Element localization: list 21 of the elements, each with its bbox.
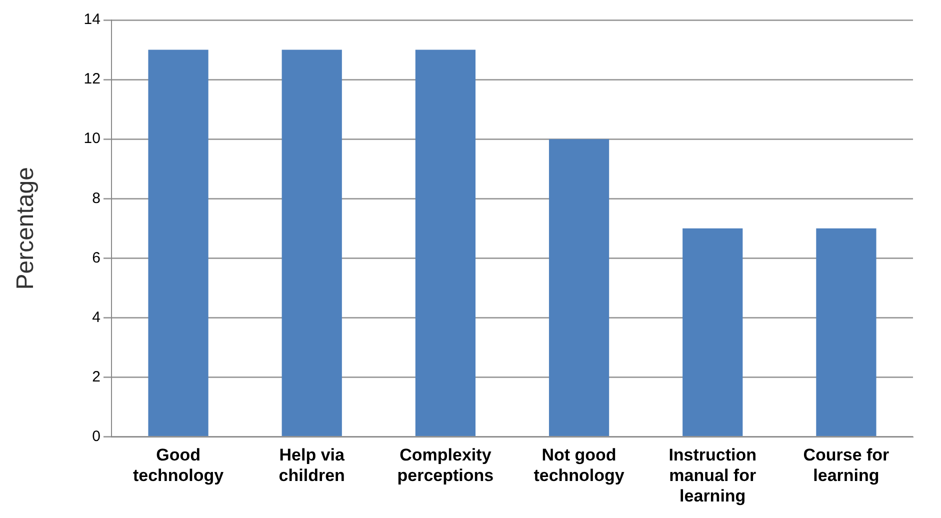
bar (415, 50, 476, 436)
x-tick-label: Complexity perceptions (397, 446, 494, 486)
x-tick-label: Not good technology (534, 446, 625, 486)
bar (148, 50, 208, 436)
y-axis-title: Percentage (12, 167, 40, 290)
x-tick-label: Help via children (278, 446, 345, 486)
y-tick-label: 0 (92, 428, 100, 445)
x-tick-label: Instruction manual for learning (668, 446, 757, 506)
x-tick-label: Course for learning (803, 446, 890, 486)
bar (548, 139, 610, 436)
y-tick-label: 2 (92, 368, 100, 386)
y-tick-label: 8 (92, 190, 100, 207)
bar (682, 228, 743, 436)
y-tick-label: 14 (84, 11, 100, 28)
y-tick-label: 4 (92, 308, 100, 326)
y-tick-label: 6 (92, 249, 100, 266)
bar (282, 50, 342, 436)
bar (816, 228, 876, 436)
y-tick-label: 12 (84, 70, 100, 88)
x-tick-label: Good technology (132, 446, 224, 486)
y-tick-label: 10 (84, 130, 100, 148)
